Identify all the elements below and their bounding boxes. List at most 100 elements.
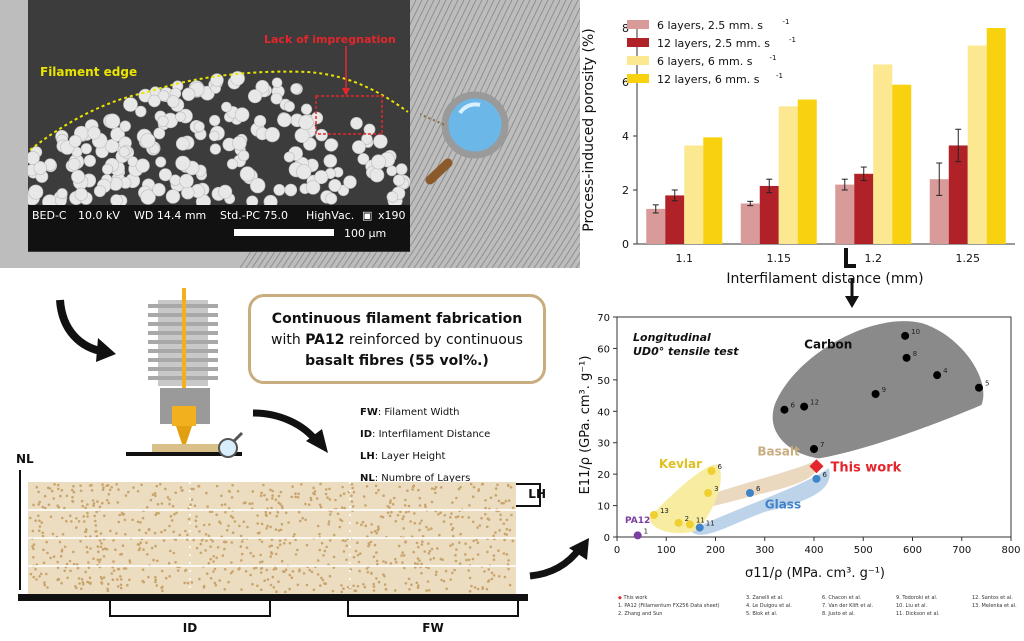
reference-text: 8. Justo et al. xyxy=(822,611,855,617)
scatter-point xyxy=(674,518,683,527)
bar-y-tick-label: 4 xyxy=(622,130,629,143)
scatter-y-axis-label: E11/ρ (GPa. cm³. g⁻¹) xyxy=(578,356,593,495)
porosity-bar xyxy=(929,179,949,244)
scatter-point xyxy=(704,489,713,497)
down-arrow-icon xyxy=(844,248,859,308)
scatter-point-label: 7 xyxy=(820,441,824,449)
bar-x-tick-label: 1.2 xyxy=(865,252,883,265)
definition-text: : Interfilament Distance xyxy=(372,429,491,440)
bar-legend-label: 6 layers, 6 mm. s xyxy=(657,55,753,68)
reference-item: 13. Melenka et al. xyxy=(972,603,1017,609)
scatter-group-label: Basalt xyxy=(757,444,800,458)
scatter-point xyxy=(685,520,694,529)
info-line2-pre: with xyxy=(271,332,306,348)
porosity-bar xyxy=(740,203,760,244)
porosity-bar xyxy=(986,28,1006,244)
definition-item: ID: Interfilament Distance xyxy=(360,424,490,446)
reference-text: 3. Zanelli et al. xyxy=(746,595,784,601)
definition-item: FW: Filament Width xyxy=(360,402,490,424)
porosity-bar xyxy=(778,106,798,244)
porosity-bar xyxy=(684,145,704,244)
kevlar-region xyxy=(649,464,721,534)
process-info-box: Continuous filament fabrication with PA1… xyxy=(248,294,546,384)
scatter-point-label: 2 xyxy=(685,515,689,523)
fw-label: FW xyxy=(422,621,443,635)
bar-legend-superscript: -1 xyxy=(789,36,796,44)
scatter-point-label: 8 xyxy=(913,350,917,358)
porosity-bar xyxy=(873,64,893,244)
reference-text: 5. Blok et al. xyxy=(746,611,778,617)
scatter-point xyxy=(810,445,818,453)
info-line3: basalt fibres (55 vol%.) xyxy=(305,353,489,369)
definition-item: LH: Layer Height xyxy=(360,446,490,468)
reference-item: 5. Blok et al. xyxy=(746,611,777,617)
this-work-label: This work xyxy=(830,460,901,475)
scatter-x-axis-label: σ11/ρ (MPa. cm³. g⁻¹) xyxy=(745,566,885,581)
info-line2-bold: PA12 xyxy=(305,332,345,348)
sem-kv: 10.0 kV xyxy=(78,209,120,222)
scatter-point xyxy=(974,383,983,392)
scatter-y-tick-label: 0 xyxy=(604,533,610,544)
id-label: ID xyxy=(183,621,197,635)
cross-section-schematic: NL LH ID FW xyxy=(16,452,545,635)
reference-item: 4. Le Duigou et al. xyxy=(746,603,792,609)
scatter-x-tick-label: 600 xyxy=(903,545,922,556)
reference-text: 6. Chacon et al. xyxy=(822,595,862,601)
scatter-x-tick-label: 200 xyxy=(706,545,725,556)
bar-legend-superscript: -1 xyxy=(783,18,790,26)
scatter-point xyxy=(933,371,942,380)
definition-item: NL: Numbre of Layers xyxy=(360,468,490,490)
info-line2-post: reinforced by continuous xyxy=(344,332,523,348)
scatter-point xyxy=(633,531,642,540)
scatter-point xyxy=(901,331,910,340)
definition-abbr: FW xyxy=(360,407,378,418)
reference-text: 2. Zhang and Sun xyxy=(618,611,663,617)
scatter-point xyxy=(871,390,880,398)
impregnation-box xyxy=(315,95,383,135)
scatter-point xyxy=(695,523,704,532)
scatter-x-tick-label: 400 xyxy=(804,545,823,556)
reference-item: 3. Zanelli et al. xyxy=(746,595,784,601)
this-work-marker-icon: ◆ xyxy=(618,595,624,601)
sem-info-bar: BED-C 10.0 kV WD 14.4 mm Std.-PC 75.0 Hi… xyxy=(28,205,410,251)
porosity-bar xyxy=(948,145,968,244)
reference-item: 9. Todoroki et al. xyxy=(896,595,937,601)
bar-legend-swatch xyxy=(627,38,649,47)
scatter-point-label: 3 xyxy=(714,485,718,493)
bar-x-tick-label: 1.25 xyxy=(956,252,981,265)
scatter-point xyxy=(812,474,821,483)
scatter-y-tick-label: 50 xyxy=(597,376,610,387)
scatter-point-label: 11 xyxy=(696,516,705,524)
scatter-point xyxy=(902,353,911,362)
this-work-point xyxy=(809,459,824,474)
porosity-bar xyxy=(759,185,779,244)
scatter-point-label: 6 xyxy=(718,463,723,471)
scatter-point-label: 12 xyxy=(810,399,819,407)
reference-text: 9. Todoroki et al. xyxy=(896,595,938,601)
definition-text: : Filament Width xyxy=(377,407,460,418)
scatter-title-line2: UD0° tensile test xyxy=(633,345,739,358)
bar-legend-label: 6 layers, 2.5 mm. s xyxy=(657,19,763,32)
reference-text: 4. Le Duigou et al. xyxy=(746,603,792,609)
reference-item: 1. PA12 (Fillamentum FX256 Data sheet) xyxy=(618,603,720,609)
reference-item: 12. Santos et al. xyxy=(972,595,1013,601)
bar-legend-superscript: -1 xyxy=(770,54,777,62)
definition-abbr: ID xyxy=(360,429,373,440)
scatter-y-tick-label: 70 xyxy=(597,313,610,324)
reference-text: 13. Melenka et al. xyxy=(972,603,1017,609)
scatter-x-tick-label: 500 xyxy=(854,545,873,556)
porosity-bar xyxy=(892,84,912,244)
abbreviation-definitions: FW: Filament Width ID: Interfilament Dist… xyxy=(360,402,490,490)
filament-edge-label: Filament edge xyxy=(40,65,137,79)
info-line1: Continuous filament fabrication xyxy=(271,311,523,327)
bar-legend-swatch xyxy=(627,56,649,65)
porosity-bar xyxy=(703,137,723,244)
bar-y-tick-label: 8 xyxy=(622,22,629,35)
scatter-y-tick-label: 20 xyxy=(597,470,610,481)
scatter-group-label: PA12 xyxy=(625,516,650,526)
scatter-x-tick-label: 800 xyxy=(1001,545,1020,556)
scatter-group-label: Kevlar xyxy=(659,457,702,471)
extruder-nozzle-illustration xyxy=(126,288,244,458)
bar-y-axis-label: Process-induced porosity (%) xyxy=(581,28,597,231)
